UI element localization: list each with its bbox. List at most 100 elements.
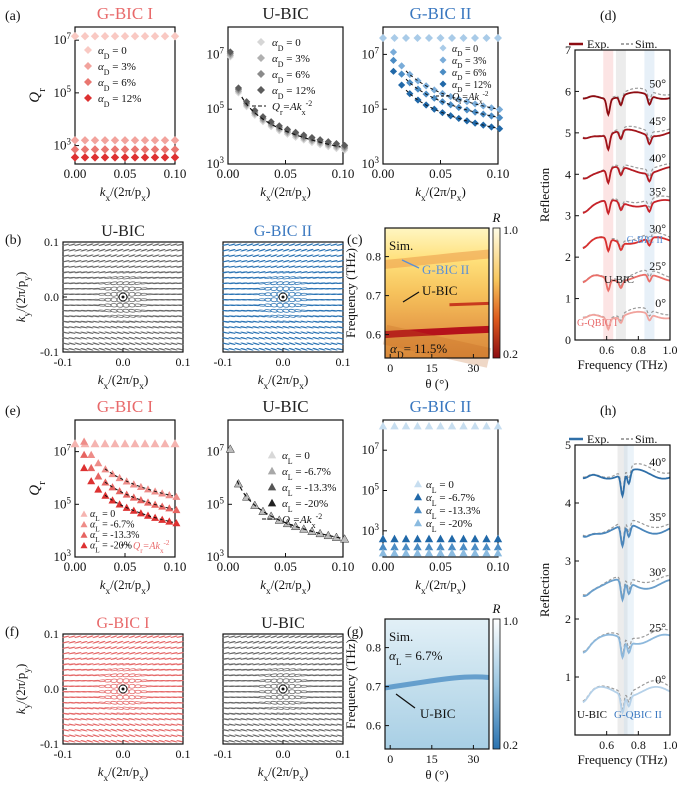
data-point-triangle: [401, 534, 411, 543]
polarization-ellipse: [324, 739, 332, 743]
polarization-ellipse: [152, 309, 160, 312]
data-point-triangle: [115, 473, 124, 482]
math-part: /(2π/p: [271, 184, 302, 199]
polarization-ellipse: [276, 739, 284, 743]
polarization-ellipse: [116, 662, 124, 666]
polarization-ellipse: [330, 734, 338, 738]
math-part: x: [141, 194, 146, 204]
polarization-ellipse: [92, 271, 100, 274]
math-part: θ (°): [425, 376, 448, 391]
polarization-ellipse: [258, 347, 266, 351]
colorbar-max: 1.0: [503, 223, 518, 237]
polarization-ellipse: [80, 652, 88, 655]
polarization-ellipse: [336, 276, 344, 279]
polarization-ellipse: [86, 701, 94, 704]
data-point-diamond: [414, 77, 422, 85]
math-part: D: [457, 86, 462, 94]
polarization-ellipse: [110, 336, 118, 340]
polarization-ellipse: [324, 729, 332, 732]
data-point-triangle: [87, 463, 96, 472]
polarization-ellipse: [234, 342, 242, 346]
polarization-ellipse: [164, 739, 172, 743]
polarization-ellipse: [68, 287, 76, 290]
y-tick-label: 105: [54, 495, 72, 511]
polarization-ellipse: [74, 712, 82, 715]
polarization-ellipse: [176, 276, 184, 279]
polarization-ellipse: [288, 265, 296, 269]
polarization-ellipse: [270, 303, 278, 308]
polarization-ellipse: [164, 282, 172, 285]
polarization-ellipse: [62, 254, 70, 257]
polarization-ellipse: [62, 287, 70, 290]
polarization-ellipse: [116, 678, 124, 684]
polarization-ellipse: [288, 342, 296, 346]
angle-label: 35°: [649, 510, 666, 524]
polarization-ellipse: [240, 668, 248, 671]
polarization-ellipse: [288, 723, 296, 727]
polarization-ellipse: [116, 668, 124, 672]
polarization-ellipse: [330, 668, 338, 671]
polarization-ellipse: [86, 287, 94, 290]
math-part: α: [272, 37, 278, 49]
math-part: ): [306, 577, 310, 592]
math-part: α: [98, 45, 104, 57]
polarization-ellipse: [318, 663, 326, 666]
polarization-ellipse: [74, 668, 82, 671]
data-point-diamond: [341, 141, 349, 149]
legend-label: αL = 0: [90, 509, 115, 523]
polarization-ellipse: [324, 723, 332, 726]
polarization-ellipse: [258, 635, 266, 639]
polarization-ellipse: [152, 707, 160, 710]
data-point-triangle: [482, 548, 491, 557]
polarization-ellipse: [140, 707, 148, 710]
polarization-ellipse: [300, 657, 308, 660]
polarization-ellipse: [222, 679, 230, 682]
polarization-ellipse: [240, 304, 248, 307]
polarization-ellipse: [252, 243, 260, 247]
polarization-ellipse: [306, 309, 314, 312]
polarization-ellipse: [104, 254, 112, 258]
data-point-triangle: [414, 493, 422, 501]
x-axis-label: kx/(2π/px): [100, 577, 151, 597]
polarization-ellipse: [336, 691, 344, 693]
polarization-ellipse: [330, 646, 338, 649]
polarization-ellipse: [264, 734, 272, 738]
polarization-ellipse: [228, 271, 236, 274]
math-part: /(2π/p: [13, 281, 28, 312]
math-part: r: [459, 98, 462, 106]
polarization-ellipse: [270, 728, 278, 732]
math-part: =Ak: [462, 92, 480, 103]
polarization-ellipse: [122, 347, 130, 351]
polarization-ellipse: [228, 657, 236, 660]
legend-label: Qr=Akx-2: [133, 539, 170, 555]
polarization-ellipse: [152, 248, 160, 252]
data-point-diamond: [439, 44, 447, 52]
polarization-ellipse: [324, 712, 332, 715]
polarization-ellipse: [176, 657, 184, 660]
polarization-ellipse: [110, 640, 118, 644]
polarization-ellipse: [246, 646, 254, 650]
math-part: D: [104, 100, 110, 109]
polarization-ellipse: [170, 347, 178, 351]
math-part: ): [146, 577, 150, 592]
highlight-band: [603, 50, 614, 340]
tick-exp: 3: [67, 137, 72, 147]
polarization-ellipse: [68, 326, 76, 329]
exp-curve: [582, 236, 671, 254]
polarization-ellipse: [294, 728, 302, 732]
polarization-ellipse: [134, 663, 142, 666]
polarization-ellipse: [294, 276, 302, 279]
polarization-ellipse: [330, 729, 338, 732]
polarization-ellipse: [140, 342, 148, 346]
polarization-ellipse: [170, 707, 178, 710]
polarization-ellipse: [222, 663, 230, 666]
x-tick-label: 0.10: [164, 559, 187, 574]
polarization-ellipse: [270, 271, 278, 274]
tick-exp: 7: [375, 45, 380, 55]
polarization-ellipse: [246, 657, 254, 660]
polarization-ellipse: [258, 723, 266, 727]
exp-curve: [582, 199, 671, 216]
polarization-ellipse: [176, 271, 184, 274]
data-point-diamond: [90, 145, 100, 154]
math-part: α: [90, 541, 96, 552]
